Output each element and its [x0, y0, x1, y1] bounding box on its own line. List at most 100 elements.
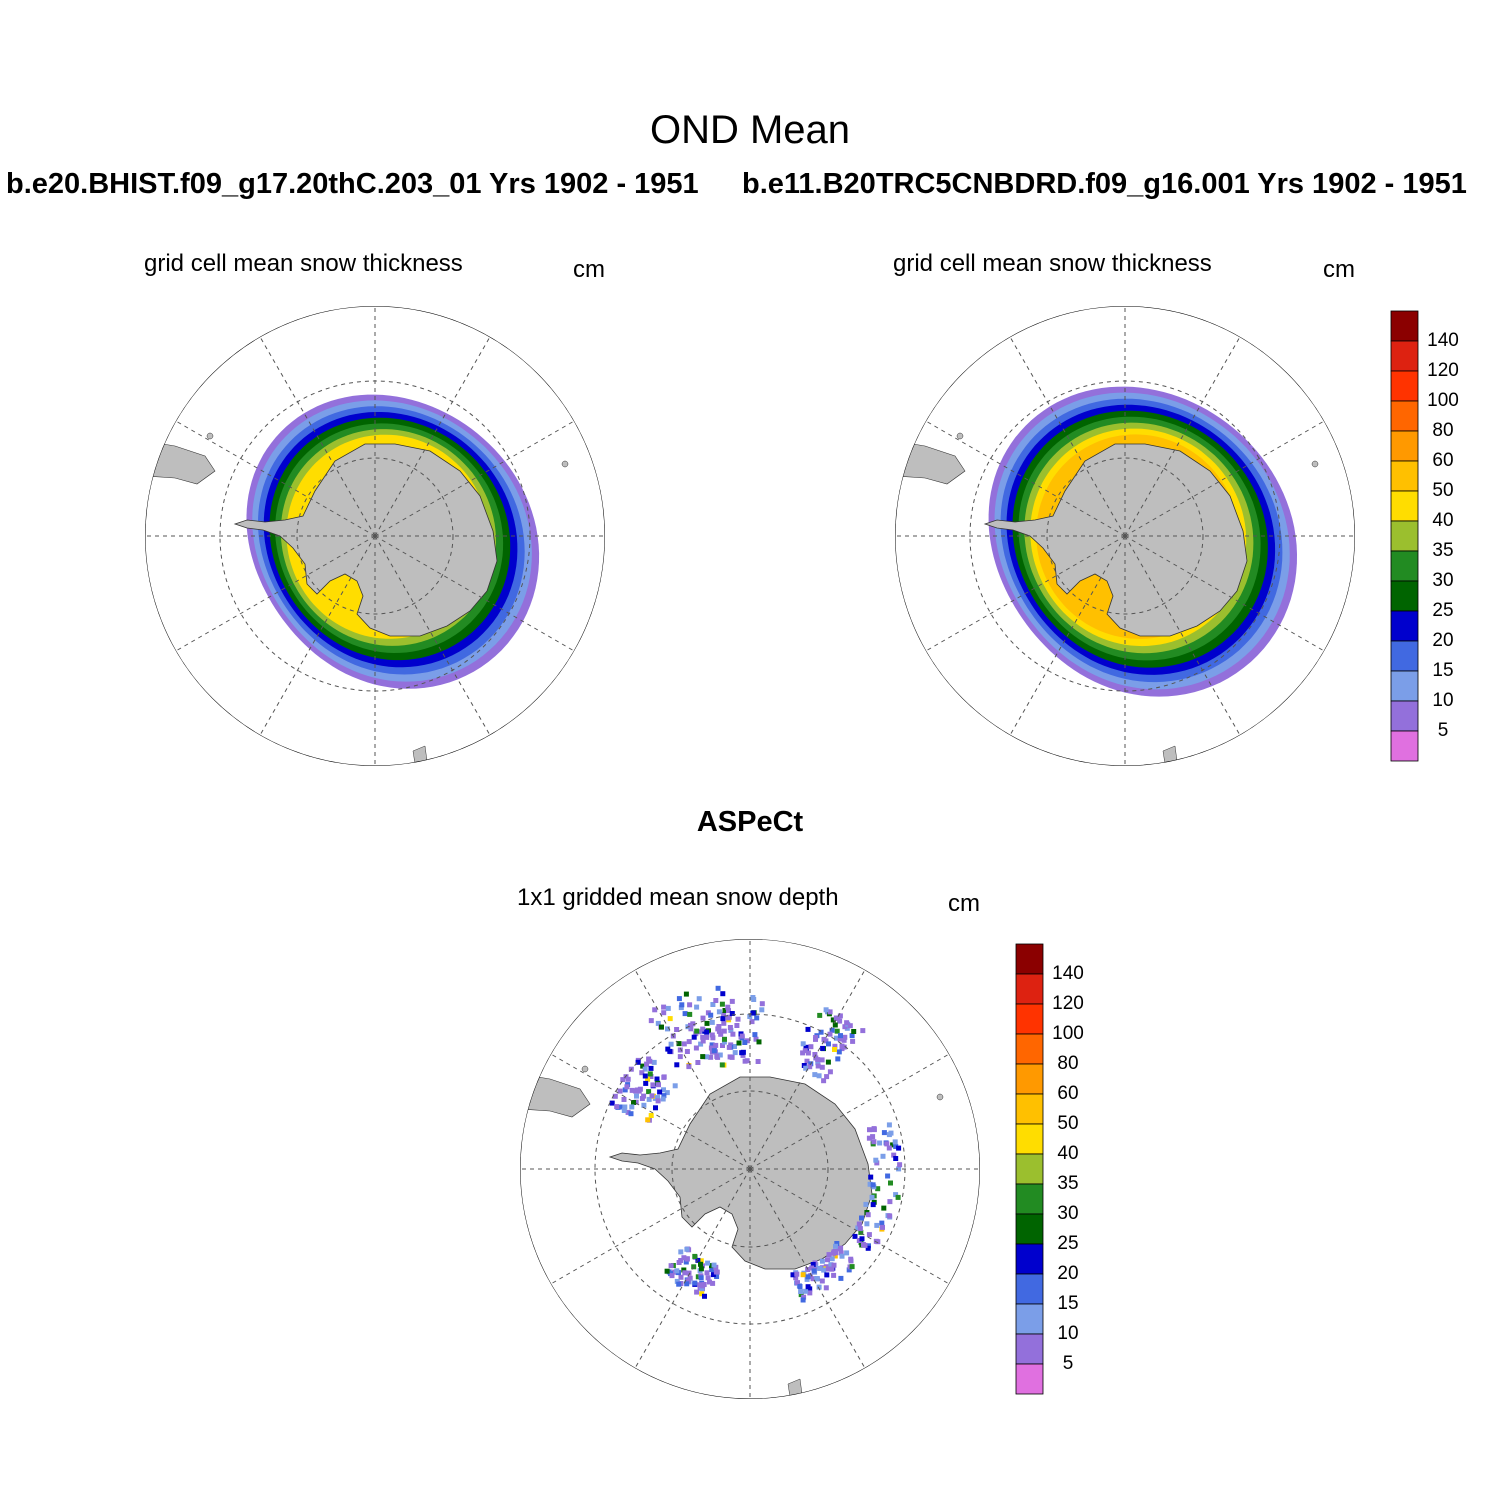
- snow-depth-cell: [879, 1220, 885, 1226]
- snow-depth-cell: [885, 1173, 891, 1179]
- snow-depth-cell: [719, 1062, 725, 1068]
- snow-depth-cell: [863, 1201, 869, 1207]
- snow-depth-cell: [798, 1292, 804, 1298]
- snow-depth-cell: [830, 1017, 836, 1023]
- snow-depth-cell: [832, 1043, 838, 1049]
- snow-depth-cell: [676, 996, 682, 1002]
- snow-depth-cell: [819, 1057, 825, 1063]
- snow-depth-cell: [722, 1008, 728, 1013]
- colorbar-tick-label: 5: [1062, 1353, 1074, 1374]
- snow-depth-cell: [859, 1215, 864, 1221]
- snow-depth-cell: [661, 1093, 667, 1099]
- snow-depth-cell: [729, 998, 735, 1004]
- meridian-line: [925, 420, 1126, 537]
- snow-depth-cell: [821, 1078, 827, 1084]
- snow-depth-cell: [803, 1288, 809, 1294]
- antarctica-land: [233, 443, 498, 637]
- snow-depth-cell: [827, 1031, 833, 1037]
- snow-depth-cell: [832, 1022, 838, 1028]
- snow-depth-cell: [842, 1034, 848, 1040]
- snow-depth-cell: [655, 1098, 661, 1104]
- snow-depth-cell: [868, 1174, 874, 1180]
- snow-depth-cell: [739, 1033, 745, 1039]
- snow-depth-cell: [749, 1019, 755, 1025]
- snow-depth-cell: [721, 1039, 727, 1045]
- meridian-line: [550, 1168, 751, 1285]
- snow-depth-cell: [810, 1276, 816, 1282]
- snow-depth-cell: [727, 1025, 733, 1030]
- snow-depth-cell: [684, 1256, 690, 1262]
- colorbar-tick-label: 30: [1432, 570, 1454, 591]
- snow-depth-cell: [794, 1271, 800, 1277]
- colorbar-swatch: [1015, 1303, 1044, 1335]
- snow-depth-cell: [700, 1026, 706, 1032]
- colorbar-top: [1390, 310, 1419, 762]
- snow-depth-cell: [856, 1221, 862, 1227]
- colorbar-swatch: [1390, 400, 1419, 432]
- colorbar-swatch: [1390, 340, 1419, 372]
- snow-depth-cell: [829, 1027, 835, 1033]
- colorbar-swatch: [1015, 1093, 1044, 1125]
- snow-depth-cell: [715, 985, 721, 991]
- snow-depth-cell: [871, 1127, 877, 1133]
- snow-depth-cell: [753, 1036, 759, 1042]
- snow-depth-cell: [679, 1002, 685, 1008]
- snow-depth-cell: [756, 1039, 762, 1045]
- colorbar-swatch: [1390, 520, 1419, 552]
- left-units: cm: [573, 256, 605, 283]
- colorbar-swatch: [1015, 973, 1044, 1005]
- snow-depth-cell: [707, 1279, 712, 1285]
- colorbar-tick-label: 35: [1057, 1173, 1079, 1194]
- snow-depth-cell: [728, 1027, 734, 1033]
- meridian-line: [175, 420, 376, 537]
- colorbar-swatch: [1390, 490, 1419, 522]
- snow-depth-cell: [849, 1033, 855, 1039]
- snow-depth-cell: [831, 1272, 837, 1278]
- latitude-circle: [296, 457, 454, 615]
- snow-depth-cell: [669, 1273, 675, 1279]
- figure-title: OND Mean: [649, 108, 851, 152]
- meridian-line: [374, 420, 575, 537]
- left-polar-map: [145, 306, 605, 766]
- island-land: [206, 432, 214, 440]
- meridian-line: [259, 535, 376, 736]
- snow-depth-cell: [644, 1061, 650, 1067]
- snow-depth-cell: [614, 1104, 620, 1110]
- snow-depth-cell: [827, 1069, 833, 1075]
- snow-depth-cell: [814, 1276, 820, 1282]
- snow-depth-cell: [700, 1034, 706, 1040]
- snow-depth-cell: [825, 1257, 830, 1263]
- snow-depth-cell: [873, 1157, 879, 1163]
- colorbar-tick-label: 10: [1432, 690, 1454, 711]
- snow-depth-cell: [648, 1113, 654, 1118]
- snow-depth-cell: [750, 1010, 756, 1016]
- snow-depth-cell: [888, 1180, 893, 1186]
- colorbar-swatch: [1015, 1273, 1044, 1305]
- colorbar-bottom: [1015, 943, 1044, 1395]
- snow-depth-cell: [629, 1104, 635, 1110]
- snow-depth-cell: [801, 1063, 807, 1068]
- snow-depth-cell: [654, 1076, 660, 1082]
- colorbar-tick-label: 25: [1432, 600, 1454, 621]
- snow-depth-cell: [866, 1232, 872, 1238]
- snow-depth-cell: [717, 1052, 723, 1058]
- snow-depth-cell: [834, 1028, 840, 1034]
- snow-depth-cell: [884, 1141, 890, 1147]
- snow-depth-cell: [665, 1005, 671, 1011]
- snow-depth-cell: [667, 1048, 673, 1054]
- colorbar-tick-label: 100: [1427, 390, 1459, 411]
- snow-depth-cell: [612, 1093, 618, 1099]
- snow-depth-cell: [698, 1275, 704, 1281]
- snow-depth-cell: [886, 1122, 892, 1128]
- meridian-line: [634, 1168, 751, 1369]
- snow-depth-cell: [642, 1073, 648, 1079]
- snow-depth-cell: [704, 1029, 710, 1035]
- snow-depth-cell: [858, 1229, 864, 1235]
- snow-depth-cell: [674, 1062, 680, 1068]
- snow-depth-cell: [838, 1275, 844, 1281]
- colorbar-swatch: [1015, 1333, 1044, 1365]
- snow-depth-cell: [815, 1060, 821, 1066]
- snow-depth-cell: [625, 1109, 631, 1115]
- snow-depth-cell: [699, 1291, 705, 1297]
